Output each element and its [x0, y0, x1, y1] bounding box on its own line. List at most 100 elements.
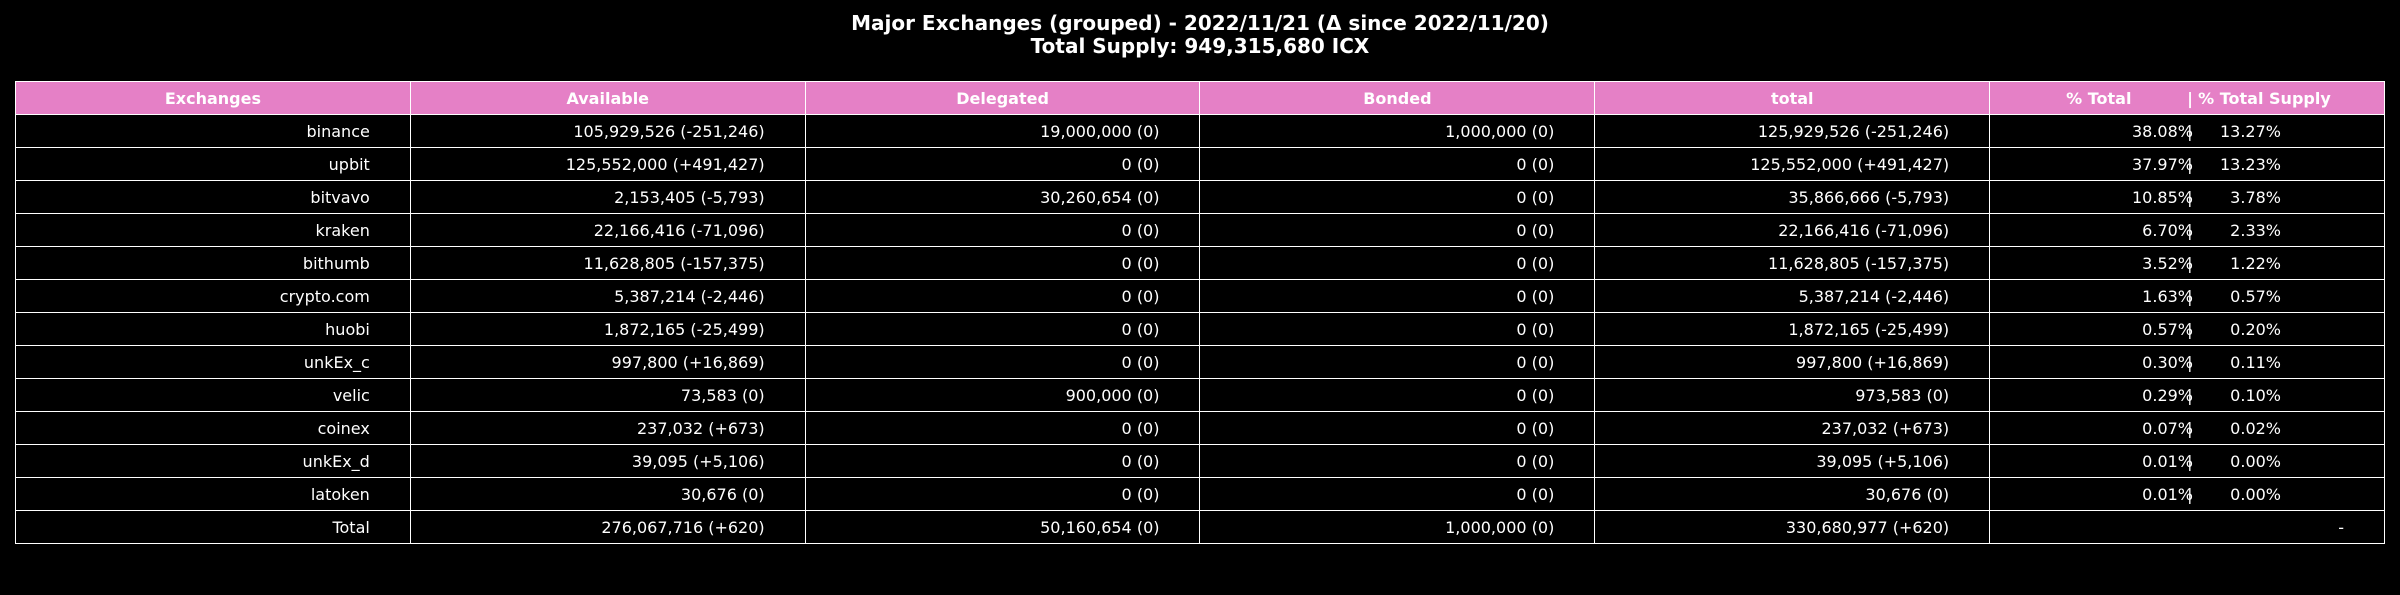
total-cell: 1,872,165 (-25,499)	[1594, 312, 1991, 346]
exchange-name-cell: latoken	[15, 477, 411, 511]
title-line-1: Major Exchanges (grouped) - 2022/11/21 (…	[851, 11, 1549, 35]
bonded-cell: 0 (0)	[1199, 312, 1596, 346]
pct-cell: 0.07% | 0.02%	[1989, 411, 2385, 445]
pct-cell: 38.08% | 13.27%	[1989, 114, 2385, 148]
pct-total-value: 38.08%	[2131, 122, 2193, 141]
delegated-cell: 900,000 (0)	[804, 378, 1201, 412]
bonded-cell: 0 (0)	[1199, 279, 1596, 313]
pct-supply-value: 0.00%	[2230, 452, 2281, 471]
total-pct-dash: -	[2338, 518, 2344, 537]
available-cell: 125,552,000 (+491,427)	[409, 147, 806, 181]
total-cell: 30,676 (0)	[1594, 477, 1991, 511]
pct-cell: 0.57% | 0.20%	[1989, 312, 2385, 346]
pct-separator: |	[2187, 386, 2193, 405]
delegated-cell: 0 (0)	[804, 411, 1201, 445]
pct-total-value: 0.29%	[2142, 386, 2193, 405]
pct-separator: |	[2187, 122, 2193, 141]
pct-supply-value: 0.57%	[2230, 287, 2281, 306]
pct-separator: |	[2187, 287, 2193, 306]
exchange-name-cell: unkEx_c	[15, 345, 411, 379]
bonded-cell: 0 (0)	[1199, 378, 1596, 412]
bonded-cell: 0 (0)	[1199, 147, 1596, 181]
bonded-cell: 0 (0)	[1199, 345, 1596, 379]
bonded-cell: 0 (0)	[1199, 477, 1596, 511]
available-cell: 105,929,526 (-251,246)	[409, 114, 806, 148]
bonded-cell: 0 (0)	[1199, 411, 1596, 445]
delegated-cell: 0 (0)	[804, 147, 1201, 181]
table-row: huobi 1,872,165 (-25,499) 0 (0) 0 (0) 1,872,…	[15, 312, 2385, 346]
header-delegated: Delegated	[804, 81, 1201, 115]
pct-total-value: 0.57%	[2142, 320, 2193, 339]
pct-supply-value: 3.78%	[2230, 188, 2281, 207]
table-row: velic 73,583 (0) 900,000 (0) 0 (0) 973,583 (…	[15, 378, 2385, 412]
pct-total-value: 6.70%	[2142, 221, 2193, 240]
pct-cell: 0.29% | 0.10%	[1989, 378, 2385, 412]
exchange-name-cell: crypto.com	[15, 279, 411, 313]
total-cell: 125,552,000 (+491,427)	[1594, 147, 1991, 181]
total-row-available-cell: 276,067,716 (+620)	[409, 510, 806, 544]
exchange-name-cell: unkEx_d	[15, 444, 411, 478]
table-row: bithumb 11,628,805 (-157,375) 0 (0) 0 (0) 11…	[15, 246, 2385, 280]
total-cell: 11,628,805 (-157,375)	[1594, 246, 1991, 280]
total-cell: 22,166,416 (-71,096)	[1594, 213, 1991, 247]
available-cell: 2,153,405 (-5,793)	[409, 180, 806, 214]
available-cell: 997,800 (+16,869)	[409, 345, 806, 379]
delegated-cell: 0 (0)	[804, 345, 1201, 379]
pct-separator: |	[2187, 485, 2193, 504]
available-cell: 1,872,165 (-25,499)	[409, 312, 806, 346]
table-row: upbit 125,552,000 (+491,427) 0 (0) 0 (0) 125…	[15, 147, 2385, 181]
table-row: latoken 30,676 (0) 0 (0) 0 (0) 30,676 (0) 0.0…	[15, 477, 2385, 511]
total-cell: 973,583 (0)	[1594, 378, 1991, 412]
header-available: Available	[409, 81, 806, 115]
available-cell: 5,387,214 (-2,446)	[409, 279, 806, 313]
pct-total-value: 1.63%	[2142, 287, 2193, 306]
pct-total-value: 0.07%	[2142, 419, 2193, 438]
pct-separator: |	[2187, 221, 2193, 240]
pct-cell: 10.85% | 3.78%	[1989, 180, 2385, 214]
total-cell: 125,929,526 (-251,246)	[1594, 114, 1991, 148]
total-cell: 997,800 (+16,869)	[1594, 345, 1991, 379]
exchange-name-cell: velic	[15, 378, 411, 412]
delegated-cell: 0 (0)	[804, 213, 1201, 247]
pct-separator: |	[2187, 419, 2193, 438]
pct-cell: 3.52% | 1.22%	[1989, 246, 2385, 280]
total-cell: 39,095 (+5,106)	[1594, 444, 1991, 478]
available-cell: 22,166,416 (-71,096)	[409, 213, 806, 247]
pct-cell: 0.01% | 0.00%	[1989, 477, 2385, 511]
delegated-cell: 0 (0)	[804, 246, 1201, 280]
pct-cell: 1.63% | 0.57%	[1989, 279, 2385, 313]
pct-supply-value: 1.22%	[2230, 254, 2281, 273]
table-row: crypto.com 5,387,214 (-2,446) 0 (0) 0 (0) 5,…	[15, 279, 2385, 313]
bonded-cell: 0 (0)	[1199, 246, 1596, 280]
pct-supply-value: 0.11%	[2230, 353, 2281, 372]
pct-separator: |	[2187, 188, 2193, 207]
total-row-delegated-cell: 50,160,654 (0)	[804, 510, 1201, 544]
bonded-cell: 0 (0)	[1199, 213, 1596, 247]
total-cell: 237,032 (+673)	[1594, 411, 1991, 445]
available-cell: 237,032 (+673)	[409, 411, 806, 445]
exchange-name-cell: kraken	[15, 213, 411, 247]
pct-separator: |	[2187, 155, 2193, 174]
exchange-name-cell: bithumb	[15, 246, 411, 280]
table-row: coinex 237,032 (+673) 0 (0) 0 (0) 237,032 (+…	[15, 411, 2385, 445]
pct-supply-value: 0.20%	[2230, 320, 2281, 339]
delegated-cell: 0 (0)	[804, 477, 1201, 511]
pct-separator: |	[2187, 353, 2193, 372]
pct-total-value: 0.01%	[2142, 452, 2193, 471]
header-pct-separator: |	[2187, 89, 2193, 108]
pct-separator: |	[2187, 320, 2193, 339]
exchanges-table: Exchanges Available Delegated Bonded tot…	[15, 81, 2385, 544]
total-row-pct-cell: -	[1989, 510, 2385, 544]
pct-supply-value: 0.02%	[2230, 419, 2281, 438]
header-pct-total: % Total	[2066, 89, 2132, 108]
pct-supply-value: 2.33%	[2230, 221, 2281, 240]
total-row-total-cell: 330,680,977 (+620)	[1594, 510, 1991, 544]
available-cell: 11,628,805 (-157,375)	[409, 246, 806, 280]
pct-cell: 6.70% | 2.33%	[1989, 213, 2385, 247]
total-cell: 5,387,214 (-2,446)	[1594, 279, 1991, 313]
pct-total-value: 3.52%	[2142, 254, 2193, 273]
pct-supply-value: 0.00%	[2230, 485, 2281, 504]
total-row-exchange-name-cell: Total	[15, 510, 411, 544]
delegated-cell: 30,260,654 (0)	[804, 180, 1201, 214]
table-row: unkEx_d 39,095 (+5,106) 0 (0) 0 (0) 39,095 (…	[15, 444, 2385, 478]
